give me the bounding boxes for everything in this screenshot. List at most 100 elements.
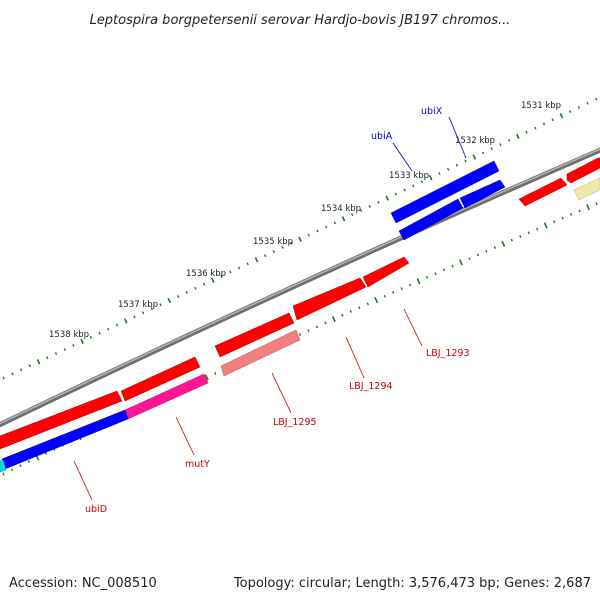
tick-mark bbox=[559, 113, 564, 119]
tick-mark bbox=[499, 143, 502, 147]
tick-mark bbox=[394, 192, 398, 196]
tick-label: 1531 kbp bbox=[521, 101, 561, 111]
gene-arrow[interactable] bbox=[459, 179, 506, 209]
genome-summary: Topology: circular; Length: 3,576,473 bp… bbox=[233, 576, 591, 591]
tick-mark bbox=[368, 205, 371, 208]
tick-mark bbox=[595, 97, 598, 101]
callout-mutY bbox=[175, 416, 195, 456]
tick-mark bbox=[377, 200, 380, 204]
gene-label[interactable]: mutY bbox=[185, 459, 210, 470]
tick-mark bbox=[510, 238, 513, 242]
tick-mark bbox=[586, 101, 589, 105]
tick-mark bbox=[507, 139, 511, 142]
map-title: Leptospira borgpetersenii serovar Hardjo… bbox=[90, 13, 511, 28]
gene-label[interactable]: LBJ_1294 bbox=[349, 381, 393, 392]
tick-mark bbox=[595, 202, 598, 206]
tick-mark bbox=[194, 286, 197, 290]
tick-mark bbox=[434, 272, 437, 276]
callout-ubiX bbox=[448, 116, 467, 159]
tick-label: 1536 kbp bbox=[186, 269, 226, 279]
gene-arrow[interactable] bbox=[0, 459, 7, 473]
tick-mark bbox=[19, 464, 22, 468]
gene-arrow[interactable] bbox=[292, 277, 367, 321]
tick-mark bbox=[553, 220, 556, 224]
tick-mark bbox=[167, 297, 172, 304]
tick-mark bbox=[543, 222, 548, 229]
gene-arrow[interactable] bbox=[362, 256, 410, 288]
tick-mark bbox=[202, 282, 206, 286]
tick-mark bbox=[400, 287, 403, 291]
tick-mark bbox=[551, 118, 554, 122]
gene-arrow[interactable] bbox=[566, 157, 600, 184]
tick-mark bbox=[442, 268, 446, 272]
tick-mark bbox=[2, 472, 5, 476]
tick-mark bbox=[290, 241, 293, 245]
tick-label: 1537 kbp bbox=[118, 300, 158, 310]
tick-mark bbox=[72, 343, 75, 347]
callout-LBJ_1295 bbox=[271, 372, 292, 414]
tick-mark bbox=[568, 110, 572, 114]
gene-label[interactable]: LBJ_1295 bbox=[273, 417, 317, 428]
gene-label[interactable]: ubiD bbox=[85, 504, 107, 515]
tick-mark bbox=[123, 318, 128, 324]
tick-mark bbox=[229, 270, 232, 274]
tick-mark bbox=[412, 184, 415, 188]
tick-mark bbox=[133, 315, 136, 319]
tick-mark bbox=[307, 329, 310, 333]
tick-mark bbox=[374, 296, 379, 304]
tick-mark bbox=[501, 240, 506, 247]
tick-mark bbox=[159, 303, 162, 307]
tick-mark bbox=[341, 313, 344, 317]
gene-label[interactable]: ubiA bbox=[371, 131, 393, 142]
tick-mark bbox=[324, 225, 328, 229]
tick-mark bbox=[98, 331, 101, 335]
tick-mark bbox=[383, 294, 386, 298]
gene-arrow-ubiX[interactable] bbox=[390, 160, 500, 224]
tick-mark bbox=[392, 291, 395, 294]
tick-mark bbox=[476, 253, 480, 257]
tick-mark bbox=[420, 180, 424, 184]
tick-mark bbox=[263, 254, 267, 258]
lower-strand-genes bbox=[0, 177, 600, 473]
tick-mark bbox=[331, 316, 336, 323]
gene-arrow-LBJ_1295[interactable] bbox=[220, 329, 301, 377]
tick-mark bbox=[425, 275, 429, 279]
tick-mark bbox=[358, 306, 361, 310]
tick-mark bbox=[438, 172, 441, 175]
tick-mark bbox=[403, 188, 406, 192]
tick-mark bbox=[214, 372, 217, 375]
tick-mark bbox=[428, 175, 433, 181]
gene-arrow[interactable] bbox=[518, 177, 568, 207]
tick-mark bbox=[298, 236, 302, 242]
tick-mark bbox=[324, 321, 327, 325]
tick-mark bbox=[176, 295, 180, 298]
gene-label[interactable]: ubiX bbox=[421, 106, 443, 117]
upper-strand-genes bbox=[0, 157, 600, 450]
tick-mark bbox=[569, 213, 573, 216]
gene-arrow[interactable] bbox=[0, 390, 123, 450]
tick-mark bbox=[455, 163, 459, 167]
tick-mark bbox=[351, 213, 354, 217]
gene-label[interactable]: LBJ_1293 bbox=[426, 348, 470, 359]
gene-arrow-ubiA[interactable] bbox=[398, 198, 464, 241]
tick-mark bbox=[19, 368, 23, 372]
gene-arrow[interactable] bbox=[120, 356, 201, 402]
tick-mark bbox=[150, 307, 154, 311]
tick-mark bbox=[525, 130, 528, 134]
outer-tick-ring bbox=[2, 97, 598, 380]
tick-mark bbox=[27, 460, 31, 464]
tick-mark bbox=[464, 159, 467, 163]
tick-mark bbox=[298, 333, 302, 336]
tick-mark bbox=[408, 283, 412, 287]
tick-mark bbox=[341, 216, 346, 222]
tick-mark bbox=[272, 250, 276, 254]
tick-mark bbox=[527, 231, 530, 235]
gene-arrow[interactable] bbox=[214, 312, 295, 358]
tick-mark bbox=[359, 209, 363, 212]
callout-LBJ_1294 bbox=[345, 336, 365, 379]
gene-arrow[interactable] bbox=[573, 177, 600, 201]
tick-mark bbox=[451, 264, 454, 268]
tick-mark bbox=[89, 335, 93, 339]
tick-mark bbox=[472, 154, 477, 160]
